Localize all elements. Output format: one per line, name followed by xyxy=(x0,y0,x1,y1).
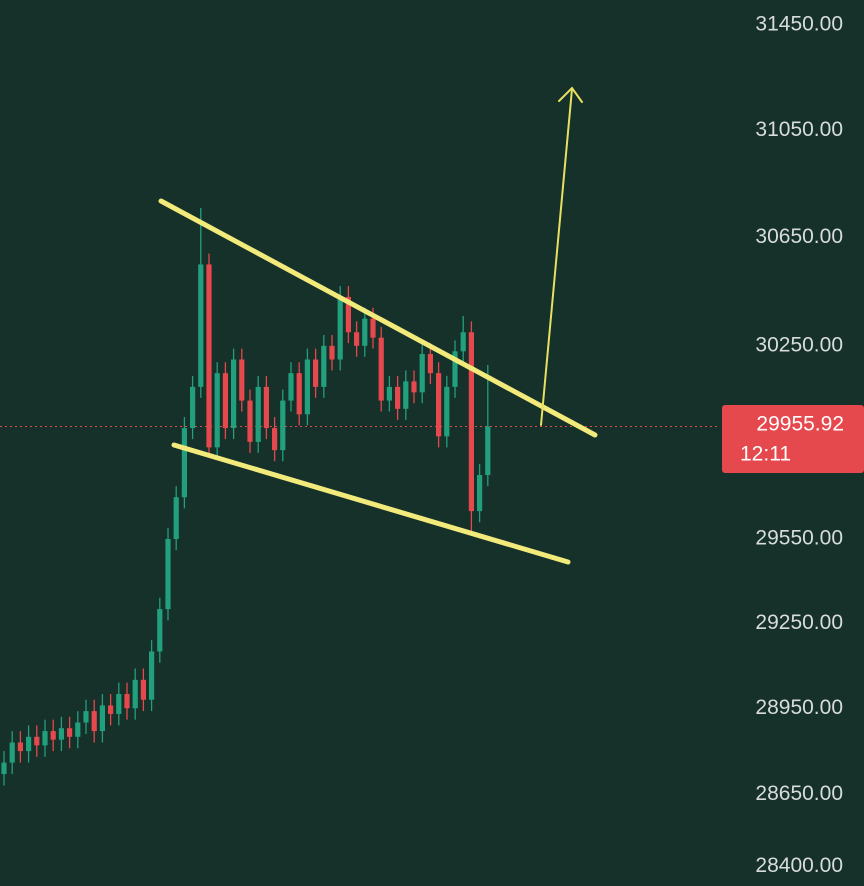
y-tick-label: 28950.00 xyxy=(755,696,843,719)
countdown: 12:11 xyxy=(740,443,791,466)
candle-body xyxy=(1,762,7,775)
y-tick-label: 30650.00 xyxy=(755,225,843,248)
y-tick-label: 30250.00 xyxy=(755,333,843,356)
candle-body xyxy=(272,428,278,451)
candle-body xyxy=(263,386,269,429)
candle-body xyxy=(124,694,130,709)
candle-body xyxy=(9,742,15,763)
y-tick-label: 31050.00 xyxy=(755,118,843,141)
candle-body xyxy=(157,609,163,652)
candle-body xyxy=(222,373,228,429)
candle-body xyxy=(419,354,425,393)
candle-body xyxy=(370,318,376,338)
candle-body xyxy=(91,711,97,732)
candle-body xyxy=(214,373,220,448)
arrow-head xyxy=(558,86,583,103)
candle-body xyxy=(436,373,442,437)
candle-body xyxy=(468,332,474,512)
y-tick-label: 28650.00 xyxy=(755,782,843,805)
candle-body xyxy=(255,386,261,442)
candle-body xyxy=(427,354,433,374)
y-tick-label: 29250.00 xyxy=(755,611,843,634)
price-box xyxy=(722,405,864,473)
candle-body xyxy=(296,373,302,415)
candle-body xyxy=(485,426,491,476)
candle-body xyxy=(165,539,171,610)
candle-body xyxy=(321,345,327,387)
candle-body xyxy=(198,264,204,387)
candle-body xyxy=(247,400,253,442)
candle-body xyxy=(329,345,335,360)
candle-body xyxy=(149,651,155,700)
lower-trendline xyxy=(171,442,571,565)
candle-body xyxy=(67,728,73,737)
y-tick-label: 29550.00 xyxy=(755,527,843,550)
candle-body xyxy=(83,711,89,723)
y-tick-label: 28400.00 xyxy=(755,854,843,877)
candle-body xyxy=(386,386,392,401)
upper-trendline xyxy=(158,198,598,438)
candle-body xyxy=(231,359,237,429)
candle-body xyxy=(42,731,48,746)
candle-body xyxy=(304,359,310,415)
candle-body xyxy=(460,332,466,352)
candle-body xyxy=(50,731,56,740)
candle-body xyxy=(411,381,417,393)
candle-body xyxy=(403,381,409,409)
candle-body xyxy=(75,722,81,737)
candle-body xyxy=(280,400,286,451)
last-price-label: 29955.92 xyxy=(756,413,844,436)
candle-body xyxy=(477,475,483,512)
candle-body xyxy=(116,694,122,714)
candle-body xyxy=(444,386,450,437)
candle-body xyxy=(17,742,23,752)
candle-body xyxy=(362,318,368,346)
y-tick-label: 31450.00 xyxy=(755,12,843,35)
candle-body xyxy=(108,705,114,714)
candle-body xyxy=(337,296,343,360)
candle-body xyxy=(190,386,196,429)
target-arrow xyxy=(540,88,573,426)
candle-body xyxy=(99,705,105,732)
candle-body xyxy=(345,296,351,333)
candle-body xyxy=(140,679,146,700)
drawings xyxy=(158,86,598,565)
candle-body xyxy=(354,332,360,346)
candle-body xyxy=(452,351,458,387)
price-axis: 31450.00 31050.00 30650.00 30250.00 29550.00… xyxy=(755,12,843,877)
candle-body xyxy=(206,264,212,448)
candle-body xyxy=(132,679,138,709)
candle-body xyxy=(26,736,32,752)
candle-body xyxy=(181,428,187,498)
candle-body xyxy=(288,373,294,401)
candle-body xyxy=(34,736,40,746)
candle-body xyxy=(239,359,245,401)
candle-body xyxy=(58,728,64,740)
candle-body xyxy=(313,359,319,387)
candle-body xyxy=(378,337,384,401)
plot xyxy=(0,207,720,786)
candle-body xyxy=(395,386,401,409)
candle-body xyxy=(173,497,179,540)
